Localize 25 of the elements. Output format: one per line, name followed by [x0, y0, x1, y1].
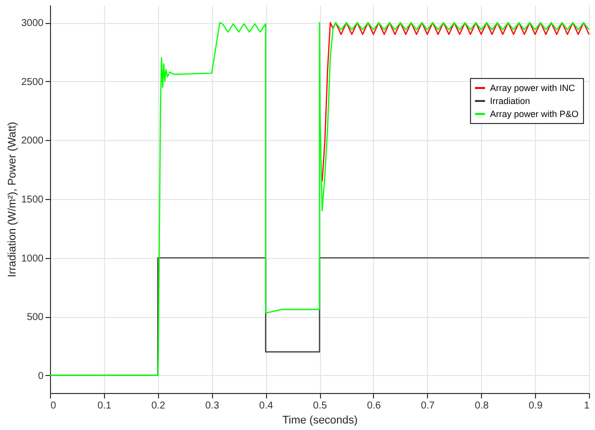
x-axis-title: Time (seconds) [282, 414, 358, 426]
legend-label: Array power with P&O [490, 109, 579, 119]
x-tick-label: 0.3 [205, 400, 220, 412]
x-tick-label: 0.6 [366, 400, 382, 412]
x-tick-label: 0.4 [259, 400, 274, 412]
y-tick-label: 1500 [21, 194, 44, 206]
legend-label: Array power with INC [490, 83, 576, 93]
x-tick-label: 0.2 [151, 400, 166, 412]
x-tick-label: 0.9 [528, 400, 543, 412]
x-tick-label: 0.8 [474, 400, 490, 412]
line-series [322, 22, 590, 182]
x-tick-label: 0 [50, 400, 56, 412]
x-tick-label: 0.5 [313, 400, 328, 412]
y-tick-label: 500 [26, 312, 44, 324]
y-tick-label: 3000 [21, 18, 44, 30]
legend-label: Irradiation [490, 96, 530, 106]
line-series [49, 22, 590, 376]
x-tick-label: 0.1 [97, 400, 112, 412]
y-axis-title: Irradiation (W/m²), Power (Watt) [6, 122, 18, 278]
y-tick-label: 0 [38, 370, 44, 382]
y-tick-label: 2500 [21, 76, 44, 88]
y-tick-label: 2000 [21, 136, 44, 147]
y-tick-label: 1000 [21, 253, 44, 264]
x-tick-label: 0.7 [420, 400, 436, 412]
x-tick-label: 1 [584, 400, 590, 412]
